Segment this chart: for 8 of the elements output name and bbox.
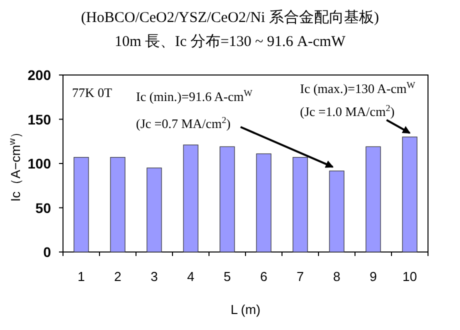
annotation: Ic (min.)=91.6 A-cm$^{W}$ bbox=[136, 88, 252, 104]
xlabel: L (m) bbox=[230, 302, 260, 317]
title: (HoBCO/CeO2/YSZ/CeO2/Ni 系合金配向基板) bbox=[81, 10, 379, 26]
annotation: 77K 0T bbox=[72, 85, 112, 100]
annotation: (Jc =1.0 MA/cm$^{2}$) bbox=[300, 103, 395, 119]
annotation: (Jc =0.7 MA/cm$^{2}$) bbox=[136, 115, 231, 131]
subtitle: 10m 長、Ic 分布=130 ~ 91.6 A-cmW bbox=[114, 34, 346, 50]
annotation: Ic (max.)=130 A-cm$^{W}$ bbox=[300, 80, 416, 96]
